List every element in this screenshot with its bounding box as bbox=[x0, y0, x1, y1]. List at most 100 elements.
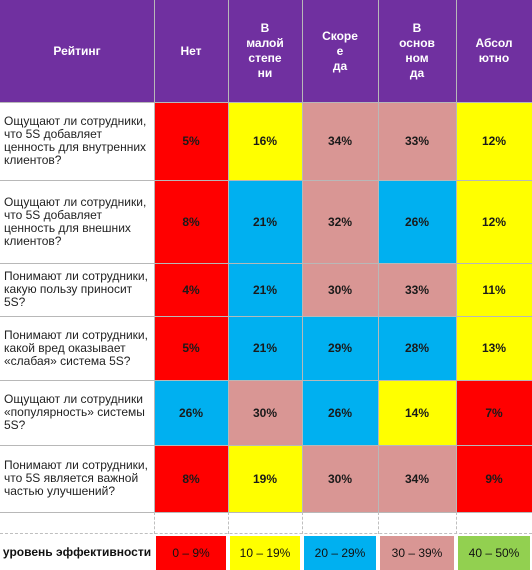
value-text: 30% bbox=[252, 405, 278, 420]
value-cell: 11% bbox=[456, 263, 532, 316]
value-cell: 13% bbox=[456, 316, 532, 380]
column-divider bbox=[377, 0, 379, 512]
value-text: 26% bbox=[178, 405, 204, 420]
column-divider bbox=[301, 0, 303, 512]
header-cell: Нет bbox=[154, 0, 228, 102]
header-line: ни bbox=[257, 66, 273, 80]
column-divider bbox=[455, 0, 457, 512]
value-text: 34% bbox=[327, 134, 353, 148]
question-text: Ощущают ли сотрудники, что 5S добавляет … bbox=[4, 194, 147, 248]
header-cell: Абсол ютно bbox=[456, 0, 532, 102]
value-text: 21% bbox=[252, 214, 278, 229]
value-text: 29% bbox=[327, 341, 353, 355]
value-text: 8% bbox=[182, 471, 200, 486]
value-cell: 9% bbox=[456, 445, 532, 512]
value-text: 9% bbox=[485, 471, 503, 486]
column-divider bbox=[153, 0, 155, 512]
row-divider bbox=[0, 101, 532, 103]
legend-swatch: 0 – 9% bbox=[156, 536, 226, 570]
header-line: Скоре bbox=[322, 28, 358, 43]
legend-range: 40 – 50% bbox=[468, 546, 520, 560]
legend-label: уровень эффективности bbox=[2, 544, 152, 559]
column-divider bbox=[227, 0, 229, 512]
header-line: малой bbox=[246, 36, 284, 50]
value-cell: 21% bbox=[228, 180, 302, 263]
value-text: 26% bbox=[404, 214, 430, 229]
value-text: 5% bbox=[182, 341, 200, 355]
spacer-divider bbox=[228, 512, 229, 534]
spacer-row bbox=[0, 512, 532, 534]
value-cell: 12% bbox=[456, 102, 532, 180]
row-divider bbox=[0, 444, 532, 446]
header-line: Абсол bbox=[475, 36, 513, 50]
value-cell: 5% bbox=[154, 316, 228, 380]
row-divider bbox=[0, 379, 532, 381]
value-text: 7% bbox=[485, 405, 503, 420]
value-cell: 33% bbox=[378, 102, 456, 180]
value-text: 14% bbox=[404, 405, 430, 420]
row-divider bbox=[0, 315, 532, 317]
value-text: 12% bbox=[481, 134, 507, 148]
value-text: 33% bbox=[404, 282, 430, 297]
value-cell: 34% bbox=[378, 445, 456, 512]
value-cell: 21% bbox=[228, 263, 302, 316]
value-cell: 19% bbox=[228, 445, 302, 512]
question-cell: Понимают ли сотрудники, какой вред оказы… bbox=[0, 316, 154, 380]
legend-range: 10 – 19% bbox=[239, 546, 291, 560]
value-cell: 8% bbox=[154, 445, 228, 512]
value-text: 34% bbox=[404, 471, 430, 486]
value-text: 12% bbox=[481, 214, 507, 229]
header-line: основ bbox=[399, 36, 435, 50]
value-text: 26% bbox=[327, 405, 353, 420]
value-text: 5% bbox=[182, 134, 200, 148]
row-divider bbox=[0, 262, 532, 264]
value-cell: 32% bbox=[302, 180, 378, 263]
value-cell: 29% bbox=[302, 316, 378, 380]
value-text: 32% bbox=[327, 214, 353, 229]
value-text: 11% bbox=[482, 282, 506, 297]
question-text: Понимают ли сотрудники, какой вред оказы… bbox=[4, 327, 148, 368]
question-text: Понимают ли сотрудники, что 5S является … bbox=[4, 458, 148, 498]
value-cell: 30% bbox=[302, 445, 378, 512]
header-line: ном bbox=[405, 51, 429, 65]
spacer-bottom-rule bbox=[0, 533, 532, 534]
header-label: Скоре е да bbox=[322, 29, 358, 74]
header-label: Абсол ютно bbox=[475, 36, 512, 66]
question-text: Понимают ли сотрудники, какую пользу при… bbox=[4, 269, 148, 309]
value-cell: 14% bbox=[378, 380, 456, 445]
value-cell: 30% bbox=[228, 380, 302, 445]
legend-swatch: 10 – 19% bbox=[230, 536, 300, 570]
header-line: да bbox=[332, 58, 348, 73]
value-cell: 26% bbox=[154, 380, 228, 445]
value-cell: 26% bbox=[302, 380, 378, 445]
value-cell: 34% bbox=[302, 102, 378, 180]
legend-swatch: 30 – 39% bbox=[380, 536, 454, 570]
value-cell: 5% bbox=[154, 102, 228, 180]
value-cell: 16% bbox=[228, 102, 302, 180]
value-cell: 33% bbox=[378, 263, 456, 316]
value-text: 4% bbox=[182, 282, 200, 297]
value-text: 21% bbox=[252, 341, 278, 355]
value-text: 8% bbox=[182, 214, 200, 229]
value-text: 28% bbox=[404, 341, 430, 355]
legend-range: 30 – 39% bbox=[391, 546, 443, 560]
value-cell: 21% bbox=[228, 316, 302, 380]
header-line: степе bbox=[248, 51, 282, 65]
question-cell: Ощущают ли сотрудники, что 5S добавляет … bbox=[0, 180, 154, 263]
value-text: 21% bbox=[252, 282, 278, 297]
header-line: В bbox=[260, 21, 270, 35]
header-cell: Скоре е да bbox=[302, 0, 378, 102]
value-cell: 30% bbox=[302, 263, 378, 316]
question-text: Ощущают ли сотрудники, что 5S добавляет … bbox=[4, 114, 147, 167]
value-cell: 7% bbox=[456, 380, 532, 445]
header-line: ютно bbox=[478, 51, 510, 65]
question-cell: Ощущают ли сотрудники, что 5S добавляет … bbox=[0, 102, 154, 180]
value-cell: 4% bbox=[154, 263, 228, 316]
value-cell: 28% bbox=[378, 316, 456, 380]
legend-range: 20 – 29% bbox=[314, 546, 366, 560]
spacer-divider bbox=[154, 512, 155, 534]
